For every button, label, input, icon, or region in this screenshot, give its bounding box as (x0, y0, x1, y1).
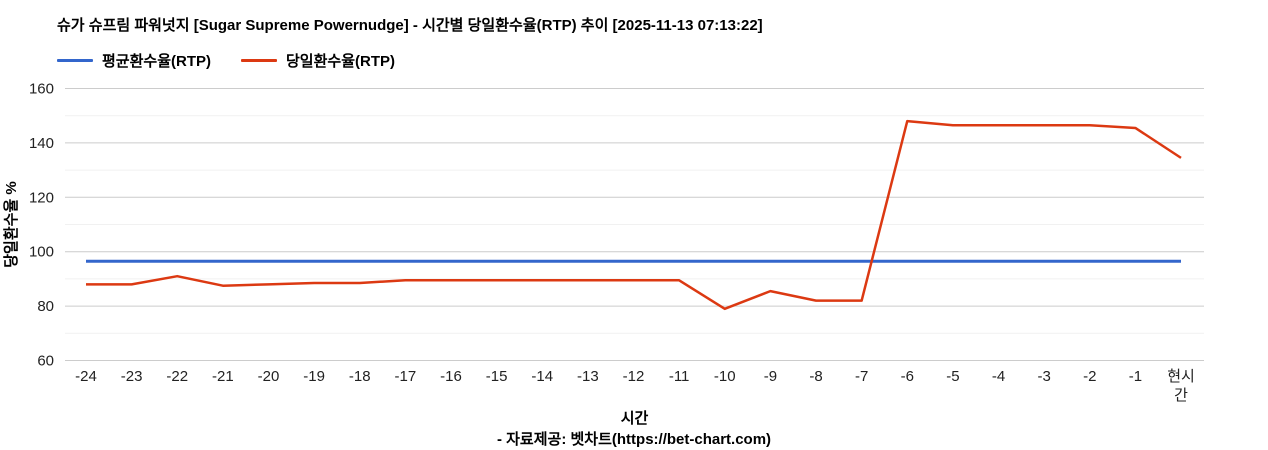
chart-title: 슈가 슈프림 파워넛지 [Sugar Supreme Powernudge] -… (57, 17, 763, 34)
data-source-credit: - 자료제공: 벳차트(https://bet-chart.com) (496, 431, 772, 448)
daily-rtp-line-swatch (241, 59, 277, 62)
average-rtp-legend-label: 평균환수율(RTP) (102, 53, 211, 70)
x-tick-label: -14 (531, 368, 553, 385)
x-tick-label: -20 (258, 368, 280, 385)
x-tick-label: -24 (75, 368, 97, 385)
x-tick-label: -9 (764, 368, 777, 385)
x-tick-label: -2 (1083, 368, 1096, 385)
x-tick-label: -5 (946, 368, 959, 385)
average-rtp-line-swatch (57, 59, 93, 62)
chart-legend: 평균환수율(RTP) 당일환수율(RTP) (57, 50, 395, 71)
x-tick-label: -19 (303, 368, 325, 385)
y-tick-label: 100 (29, 244, 54, 261)
daily-rtp-line (86, 119, 1182, 311)
x-tick-label: -17 (395, 368, 417, 385)
x-tick-label: -22 (166, 368, 188, 385)
x-tick-label: -13 (577, 368, 599, 385)
y-axis-title: 당일환수율 % (2, 181, 20, 268)
x-tick-label: 간 (1174, 387, 1188, 404)
x-tick-label: -11 (669, 368, 690, 385)
legend-item-average-rtp[interactable]: 평균환수율(RTP) (57, 50, 211, 71)
x-tick-label: -6 (901, 368, 914, 385)
y-tick-label: 140 (29, 135, 54, 152)
x-tick-label: -16 (440, 368, 462, 385)
x-tick-label: 현시 (1167, 368, 1195, 385)
y-tick-label: 80 (37, 298, 54, 315)
x-tick-label: -18 (349, 368, 371, 385)
x-tick-label: -4 (992, 368, 1005, 385)
x-tick-label: -3 (1037, 368, 1050, 385)
y-tick-label: 160 (29, 81, 54, 98)
x-tick-label: -8 (809, 368, 822, 385)
daily-rtp-legend-label: 당일환수율(RTP) (286, 53, 395, 70)
y-tick-label: 60 (37, 353, 54, 370)
x-axis-title: 시간 (621, 410, 649, 427)
legend-item-daily-rtp[interactable]: 당일환수율(RTP) (241, 50, 395, 71)
x-tick-label: -1 (1129, 368, 1142, 385)
x-tick-label: -15 (486, 368, 508, 385)
y-tick-label: 120 (29, 189, 54, 206)
x-tick-label: -21 (212, 368, 234, 385)
x-tick-label: -23 (121, 368, 143, 385)
x-tick-label: -7 (855, 368, 868, 385)
x-tick-label: -12 (623, 368, 645, 385)
x-tick-label: -10 (714, 368, 736, 385)
